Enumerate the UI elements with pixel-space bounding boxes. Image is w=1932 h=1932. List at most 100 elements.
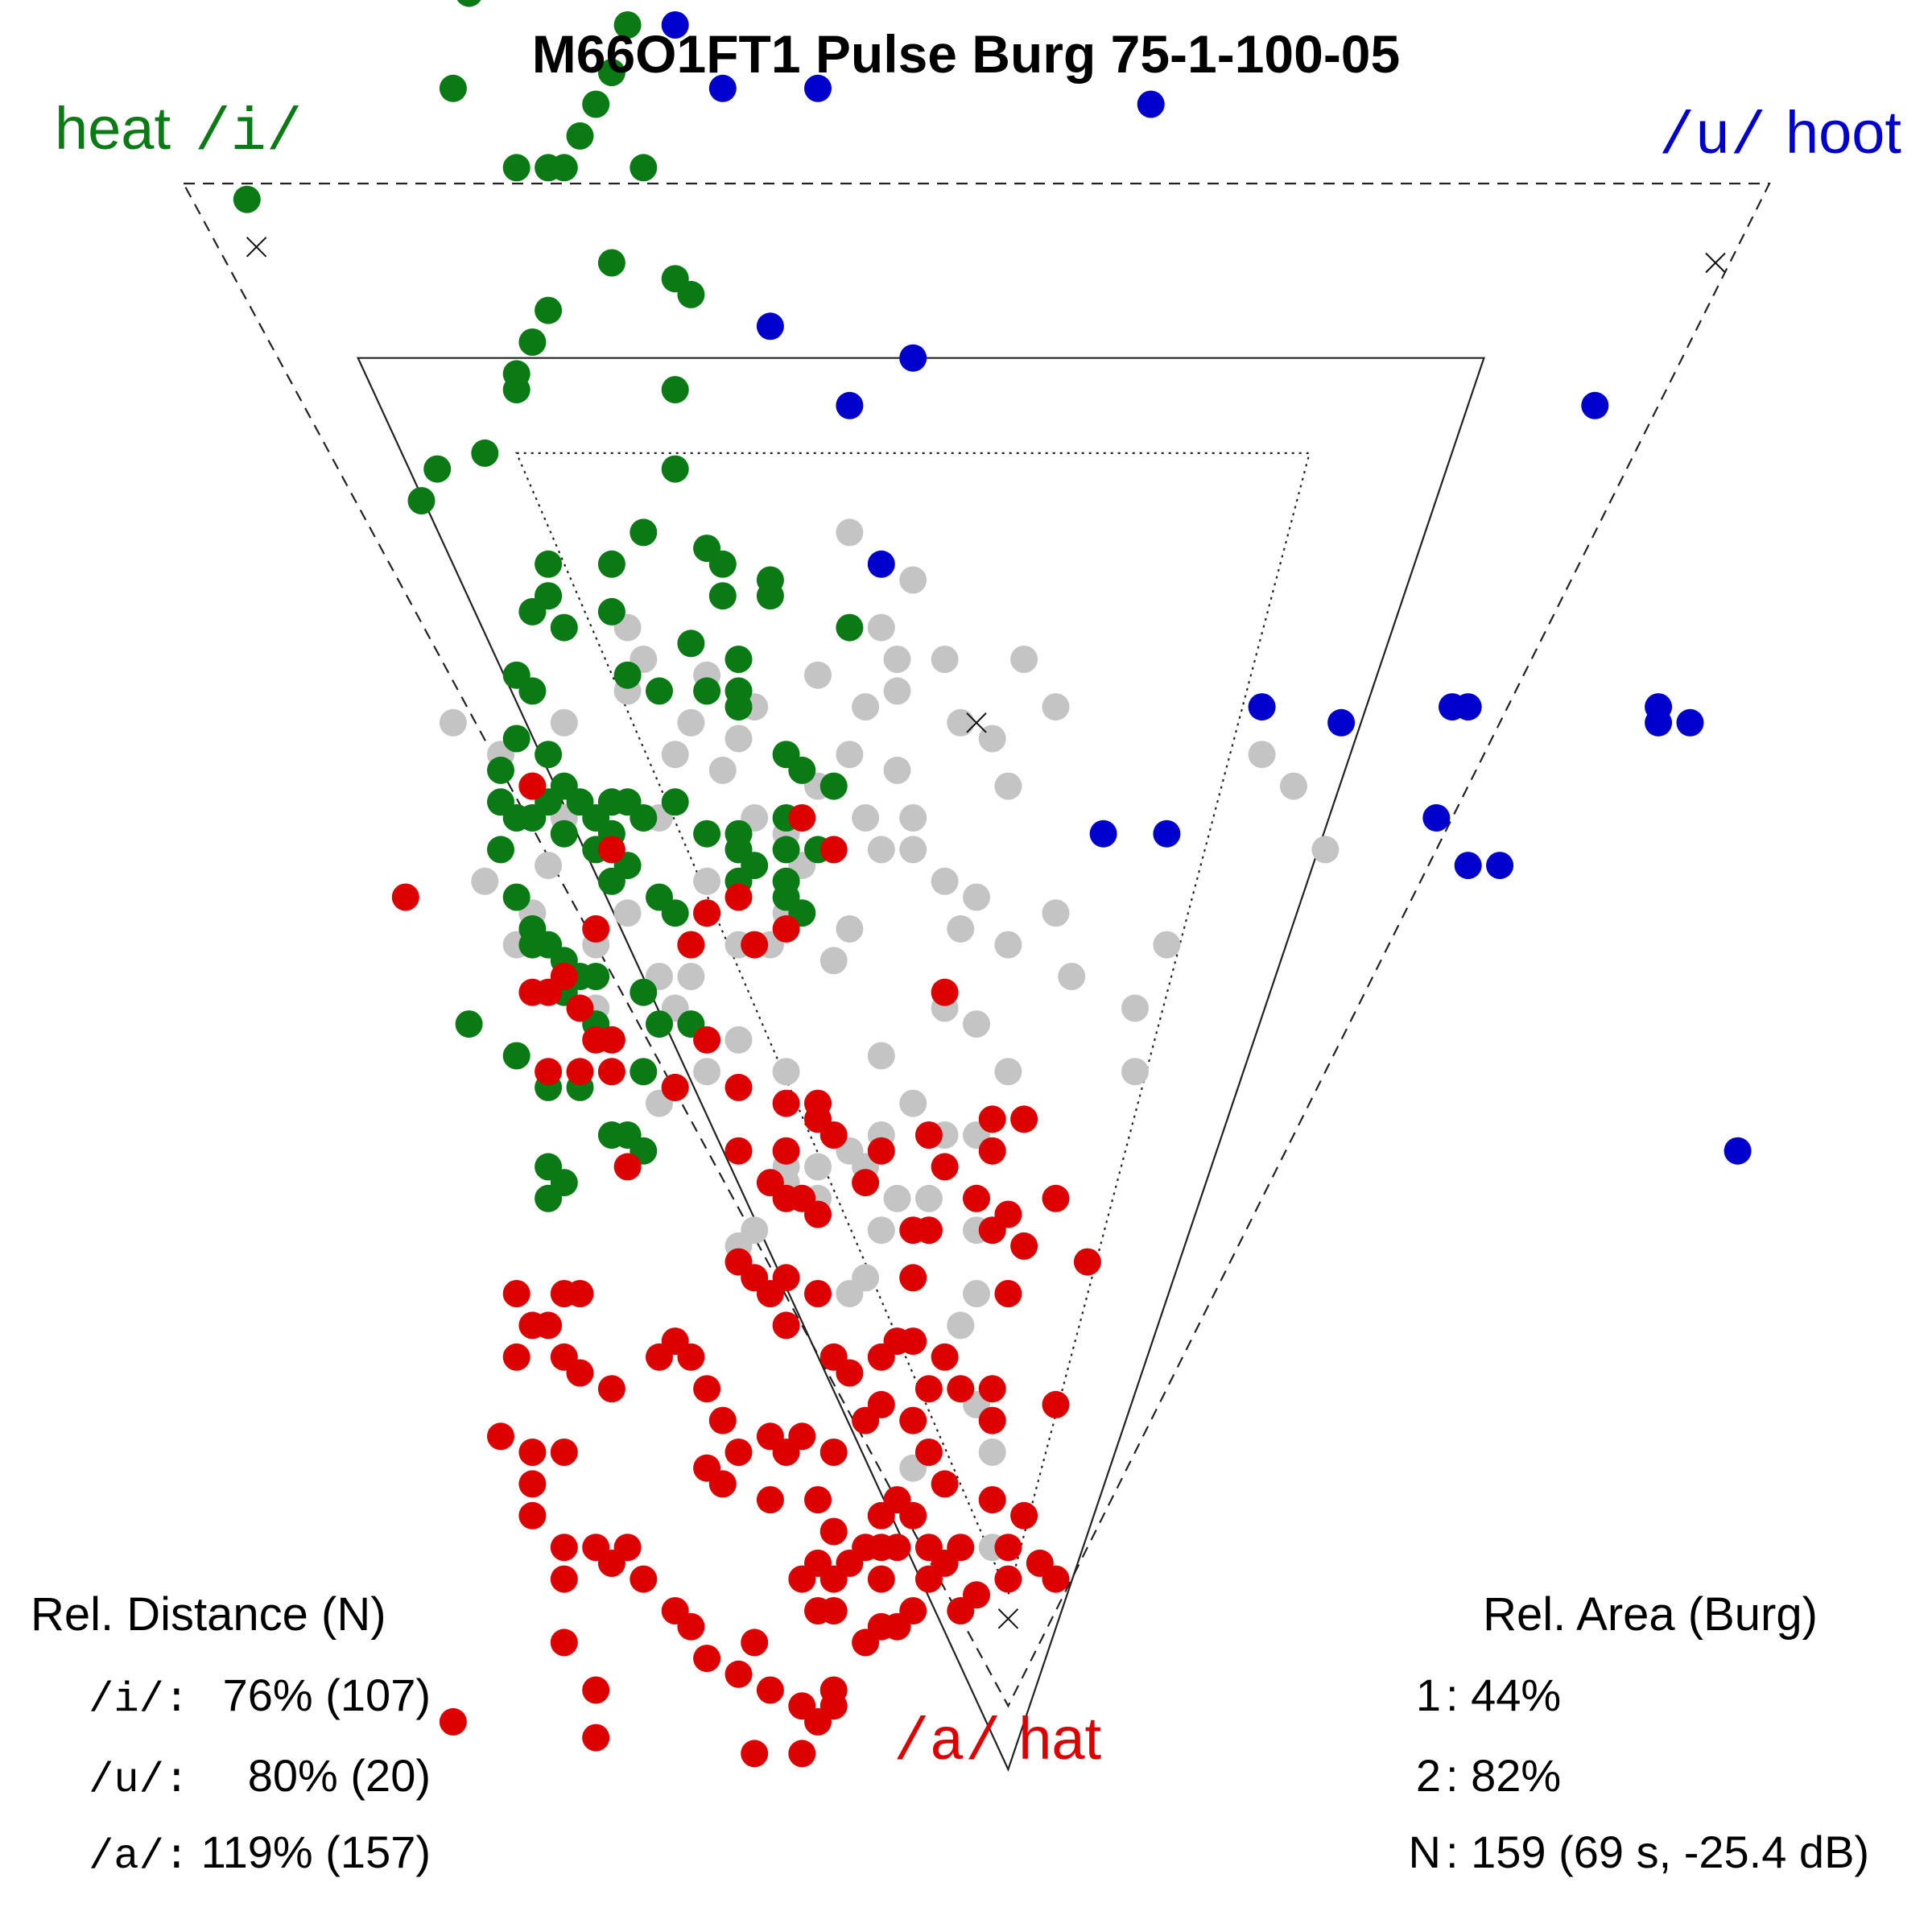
- point-i: [518, 931, 547, 959]
- point-i: [646, 1010, 673, 1038]
- point-i: [756, 566, 784, 594]
- point-a: [582, 914, 610, 943]
- point-a: [1042, 1184, 1070, 1212]
- point-a: [852, 1534, 880, 1562]
- point-a: [914, 1375, 943, 1403]
- point-i: [582, 963, 610, 990]
- point-u: [1454, 693, 1482, 721]
- point-a: [550, 1534, 578, 1562]
- vowel-label-i-word: heat: [55, 95, 171, 162]
- point-other: [978, 1439, 1006, 1466]
- point-a: [994, 1280, 1022, 1307]
- point-other: [883, 677, 911, 705]
- data-points-layer: [233, 0, 1752, 1768]
- rel-area-heading: Rel. Area (Burg): [1483, 1588, 1818, 1641]
- point-a: [693, 1645, 721, 1673]
- point-u: [1581, 391, 1609, 419]
- point-a: [1042, 1390, 1070, 1418]
- point-i: [693, 535, 721, 563]
- point-other: [836, 518, 864, 547]
- point-i: [724, 693, 753, 721]
- point-other: [994, 772, 1022, 800]
- point-a: [978, 1137, 1006, 1165]
- point-a: [788, 1565, 816, 1593]
- vowel-label-a-phone: /a/: [894, 1710, 1001, 1777]
- point-other: [852, 1264, 880, 1292]
- point-a: [756, 1676, 784, 1704]
- point-i: [487, 756, 514, 784]
- point-other: [708, 756, 737, 784]
- point-u: [1454, 852, 1482, 880]
- point-a: [1010, 1232, 1038, 1260]
- point-i: [535, 550, 563, 578]
- point-i: [646, 677, 673, 705]
- point-a: [582, 1676, 610, 1704]
- point-u: [708, 74, 737, 102]
- point-other: [947, 914, 975, 943]
- point-u: [1089, 819, 1117, 848]
- point-a: [518, 1501, 547, 1530]
- triangle-area-1: [515, 452, 1311, 1598]
- point-a: [947, 1597, 975, 1624]
- point-i: [597, 1121, 625, 1149]
- point-other: [819, 947, 848, 975]
- point-a: [597, 836, 625, 864]
- point-a: [550, 1343, 578, 1371]
- point-i: [597, 597, 625, 625]
- rel-area-key-1: 1: [1416, 1670, 1441, 1720]
- point-other: [899, 1089, 927, 1117]
- point-i: [502, 883, 530, 911]
- point-u: [804, 74, 832, 102]
- point-u: [1676, 708, 1704, 737]
- point-i: [535, 741, 563, 769]
- point-a: [1010, 1105, 1038, 1133]
- point-a: [502, 1280, 530, 1307]
- point-a: [693, 899, 721, 927]
- point-u: [1422, 804, 1451, 832]
- point-i: [630, 1058, 658, 1086]
- point-i: [550, 613, 578, 642]
- point-other: [1311, 836, 1340, 864]
- point-i: [407, 487, 436, 514]
- point-a: [914, 1565, 943, 1593]
- point-a: [931, 1470, 959, 1498]
- point-a: [899, 1327, 927, 1356]
- point-u: [756, 312, 784, 341]
- point-a: [724, 1073, 753, 1101]
- point-i: [502, 724, 530, 753]
- vertex-marker: [997, 1608, 1019, 1629]
- point-other: [867, 1042, 895, 1070]
- vertex-marker: [966, 712, 987, 733]
- point-i: [518, 328, 547, 356]
- point-a: [867, 1565, 895, 1593]
- point-other: [693, 867, 721, 895]
- point-a: [804, 1486, 832, 1514]
- rel-distance-value-i: 76% (107): [223, 1670, 431, 1720]
- vowel-label-i-phone: /i/: [195, 100, 302, 167]
- point-other: [963, 1280, 990, 1307]
- point-a: [772, 914, 800, 943]
- point-other: [883, 756, 911, 784]
- point-other: [994, 1058, 1022, 1086]
- point-a: [994, 1534, 1022, 1562]
- point-i: [423, 455, 452, 483]
- point-i: [613, 661, 642, 689]
- point-a: [804, 1280, 832, 1307]
- point-i: [456, 0, 481, 7]
- rel-distance-value-u: 80% (20): [248, 1750, 431, 1801]
- point-other: [947, 1311, 975, 1340]
- point-i: [502, 1042, 530, 1070]
- point-i: [471, 439, 499, 467]
- point-a: [788, 1422, 816, 1451]
- point-other: [1153, 931, 1181, 959]
- point-other: [931, 867, 959, 895]
- point-a: [646, 1343, 673, 1371]
- point-other: [804, 1153, 832, 1181]
- point-a: [550, 1280, 578, 1307]
- triangle-reference: [182, 182, 1771, 1708]
- point-i: [772, 883, 800, 911]
- rel-distance-phone-a: /a/:: [89, 1833, 189, 1880]
- point-i: [724, 646, 753, 673]
- vowel-label-u-phone: /u/: [1659, 104, 1766, 171]
- rel-area-value-2: : 82%: [1446, 1750, 1561, 1801]
